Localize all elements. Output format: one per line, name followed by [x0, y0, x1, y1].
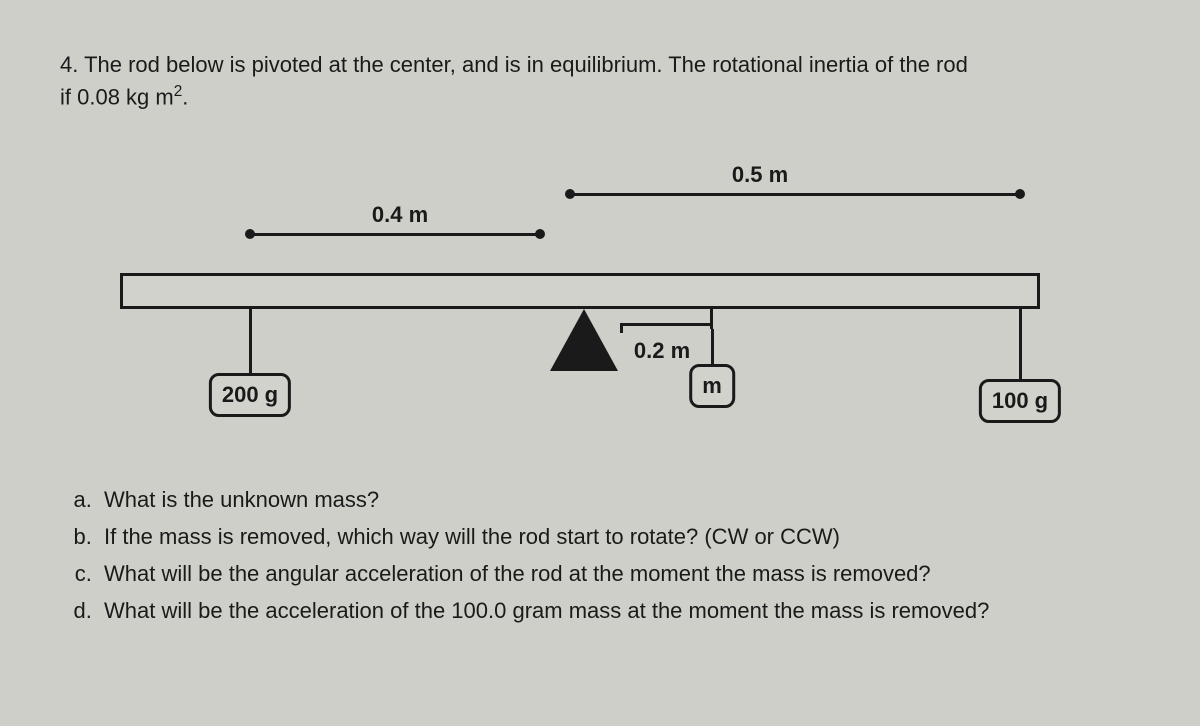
mass-unknown-label: m	[702, 373, 722, 398]
mass-100g: 100 g	[979, 379, 1061, 423]
question-b: If the mass is removed, which way will t…	[98, 520, 1140, 553]
questions: What is the unknown mass? If the mass is…	[60, 483, 1140, 627]
mass-200g-label: 200 g	[222, 382, 278, 407]
endpoint	[245, 229, 255, 239]
string	[711, 329, 714, 364]
mass-unknown: m	[689, 364, 735, 408]
question-a: What is the unknown mass?	[98, 483, 1140, 516]
mass-200g: 200 g	[209, 373, 291, 417]
problem-statement: 4. The rod below is pivoted at the cente…	[60, 50, 1140, 113]
page: 4. The rod below is pivoted at the cente…	[0, 0, 1200, 671]
problem-number: 4.	[60, 52, 78, 77]
exponent: 2	[174, 83, 183, 100]
diagram: 0.5 m 0.4 m 0.2 m 200 g m 100 g	[100, 133, 1100, 453]
bracket-line	[620, 323, 712, 326]
question-d: What will be the acceleration of the 100…	[98, 594, 1140, 627]
bracket-tick	[620, 323, 623, 333]
string	[1019, 309, 1022, 379]
distance-0.5m-label: 0.5 m	[732, 162, 788, 188]
fulcrum-icon	[550, 309, 618, 371]
problem-text-3: .	[182, 84, 188, 109]
endpoint	[535, 229, 545, 239]
endpoint	[565, 189, 575, 199]
problem-text-1: The rod below is pivoted at the center, …	[84, 52, 968, 77]
string	[249, 309, 252, 373]
endpoint	[1015, 189, 1025, 199]
bracket-tick	[710, 309, 713, 329]
mass-100g-label: 100 g	[992, 388, 1048, 413]
question-c: What will be the angular acceleration of…	[98, 557, 1140, 590]
distance-0.2m-label: 0.2 m	[634, 338, 690, 364]
rod	[120, 273, 1040, 309]
distance-0.4m-label: 0.4 m	[372, 202, 428, 228]
distance-0.5m-line	[570, 193, 1020, 196]
distance-0.4m-line	[250, 233, 540, 236]
problem-text-2: if 0.08 kg m	[60, 84, 174, 109]
